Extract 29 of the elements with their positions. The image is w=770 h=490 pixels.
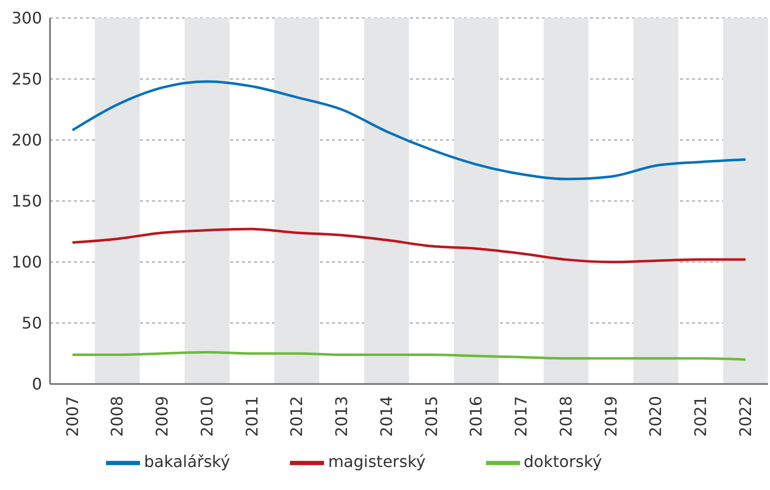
- x-tick-label: 2021: [691, 396, 710, 437]
- x-tick-label: 2015: [422, 396, 441, 437]
- x-tick-label: 2017: [512, 396, 531, 437]
- x-tick-label: 2012: [287, 396, 306, 437]
- x-tick-label: 2008: [108, 396, 127, 437]
- x-tick-label: 2009: [152, 396, 172, 437]
- x-tick-label: 2018: [556, 396, 576, 437]
- y-tick-label: 250: [11, 70, 42, 89]
- x-tick-label: 2020: [646, 396, 666, 437]
- y-tick-label: 150: [11, 192, 42, 211]
- legend-label: magisterský: [328, 452, 426, 472]
- x-tick-label: 2013: [332, 396, 352, 437]
- y-tick-label: 200: [11, 130, 42, 150]
- y-tick-label: 100: [11, 252, 42, 272]
- legend-label: doktorský: [524, 452, 602, 472]
- x-tick-label: 2010: [197, 396, 216, 437]
- line-series: [71, 351, 747, 361]
- line-series: [71, 80, 747, 180]
- y-tick-label: 0: [32, 374, 42, 394]
- y-tick-label: 300: [11, 8, 42, 28]
- x-tick-label: 2014: [376, 396, 396, 437]
- legend-label: bakalářský: [144, 452, 230, 472]
- y-tick-label: 50: [22, 314, 42, 333]
- x-tick-label: 2022: [736, 396, 755, 437]
- x-tick-label: 2016: [466, 396, 486, 437]
- line-series: [71, 228, 747, 264]
- x-tick-label: 2007: [62, 396, 82, 437]
- x-tick-label: 2019: [601, 396, 620, 437]
- x-tick-label: 2011: [242, 396, 262, 437]
